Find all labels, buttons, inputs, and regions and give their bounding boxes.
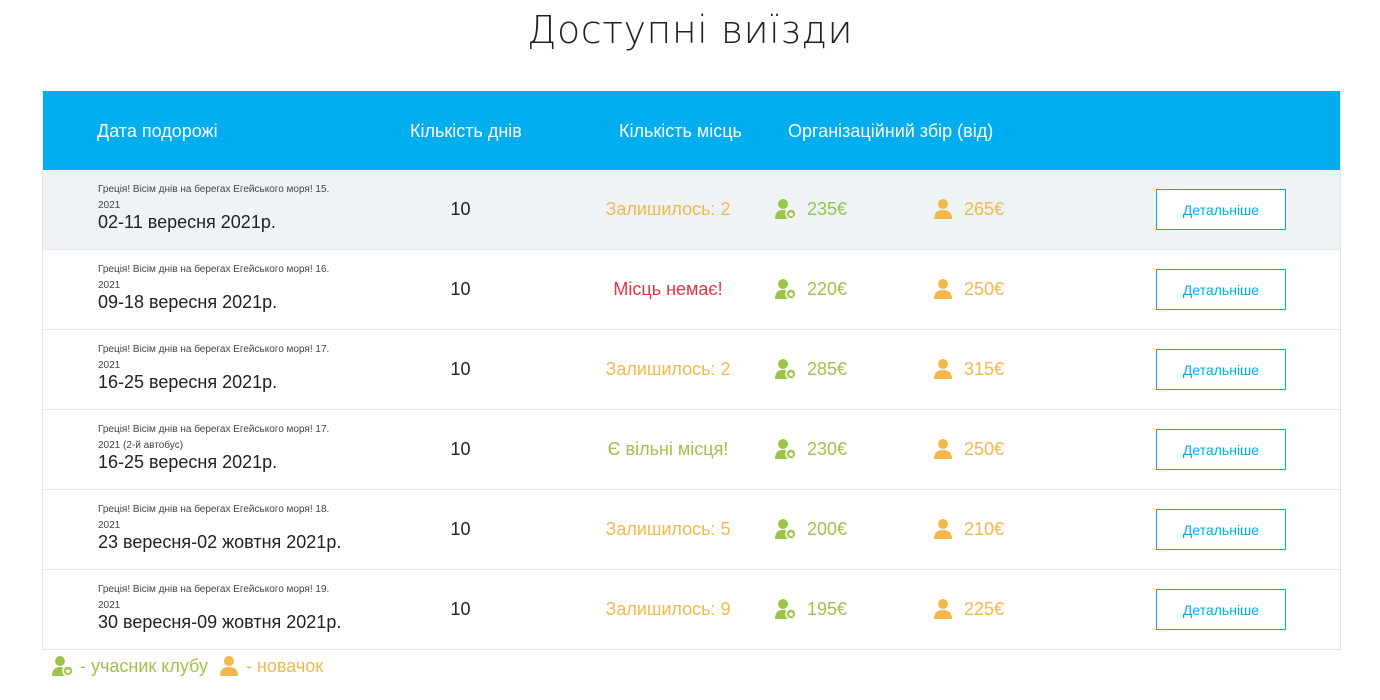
trip-date: 16-25 вересня 2021р. — [98, 372, 278, 392]
trip-date: 16-25 вересня 2021р. — [98, 452, 278, 472]
club-member-icon — [775, 278, 797, 300]
details-button[interactable]: Детальніше — [1156, 429, 1286, 470]
member-price-value: 235€ — [807, 198, 848, 219]
member-price: 195€ — [775, 598, 847, 620]
newbie-price-value: 315€ — [964, 358, 1005, 379]
table-header: Дата подорожі Кількість днів Кількість м… — [43, 91, 1340, 170]
newbie-icon — [218, 655, 240, 677]
member-price: 285€ — [775, 358, 847, 380]
newbie-price: 250€ — [932, 438, 1004, 460]
newbie-price-value: 225€ — [964, 598, 1005, 619]
newbie-icon — [932, 198, 954, 220]
club-member-icon — [52, 655, 74, 677]
newbie-price: 210€ — [932, 518, 1004, 540]
club-member-icon — [775, 598, 797, 620]
trip-days: 10 — [450, 519, 471, 539]
club-member-icon — [775, 438, 797, 460]
member-price-value: 230€ — [807, 438, 848, 459]
trip-date: 30 вересня-09 жовтня 2021р. — [98, 612, 342, 632]
table-row: Греція! Вісім днів на берегах Егейського… — [43, 409, 1340, 489]
newbie-price: 250€ — [932, 278, 1004, 300]
header-date: Дата подорожі — [97, 121, 218, 141]
legend-newbie-label: - новачок — [245, 655, 324, 676]
member-price-value: 200€ — [807, 518, 848, 539]
details-button[interactable]: Детальніше — [1156, 589, 1286, 630]
newbie-price-value: 265€ — [964, 198, 1005, 219]
trip-subtitle: Греція! Вісім днів на берегах Егейського… — [98, 184, 330, 211]
newbie-price: 265€ — [932, 198, 1004, 220]
details-button[interactable]: Детальніше — [1156, 509, 1286, 550]
table-row: Греція! Вісім днів на берегах Егейського… — [43, 249, 1340, 329]
table-row: Греція! Вісім днів на берегах Егейського… — [43, 569, 1340, 649]
trip-subtitle: Греція! Вісім днів на берегах Егейського… — [98, 584, 330, 611]
member-price-value: 285€ — [807, 358, 848, 379]
seats-status: Місць немає! — [613, 279, 723, 299]
newbie-price: 225€ — [932, 598, 1004, 620]
trip-subtitle: Греція! Вісім днів на берегах Егейського… — [98, 264, 330, 291]
seats-status: Залишилось: 5 — [605, 519, 731, 539]
seats-status: Є вільні місця! — [607, 439, 729, 459]
trip-date: 09-18 вересня 2021р. — [98, 292, 278, 312]
header-seats: Кількість місць — [619, 121, 742, 141]
trip-subtitle: Греція! Вісім днів на берегах Егейського… — [98, 424, 330, 451]
member-price-value: 195€ — [807, 598, 848, 619]
trip-days: 10 — [450, 359, 471, 379]
table-row: Греція! Вісім днів на берегах Егейського… — [43, 489, 1340, 569]
details-button[interactable]: Детальніше — [1156, 349, 1286, 390]
member-price: 230€ — [775, 438, 847, 460]
legend-member-label: - учасник клубу — [80, 655, 208, 676]
trips-table: Дата подорожі Кількість днів Кількість м… — [42, 91, 1341, 650]
club-member-icon — [775, 358, 797, 380]
details-button[interactable]: Детальніше — [1156, 269, 1286, 310]
member-price: 235€ — [775, 198, 847, 220]
table-row: Греція! Вісім днів на берегах Егейського… — [43, 329, 1340, 409]
header-days: Кількість днів — [410, 121, 522, 141]
member-price-value: 220€ — [807, 278, 848, 299]
seats-status: Залишилось: 9 — [605, 599, 731, 619]
trip-subtitle: Греція! Вісім днів на берегах Егейського… — [98, 504, 330, 531]
seats-status: Залишилось: 2 — [605, 359, 731, 379]
trip-days: 10 — [450, 279, 471, 299]
club-member-icon — [775, 518, 797, 540]
newbie-price: 315€ — [932, 358, 1004, 380]
newbie-icon — [932, 598, 954, 620]
seats-status: Залишилось: 2 — [605, 199, 731, 219]
newbie-icon — [932, 278, 954, 300]
member-price: 220€ — [775, 278, 847, 300]
page-title: Доступні виїзди — [527, 8, 853, 52]
newbie-price-value: 210€ — [964, 518, 1005, 539]
trip-subtitle: Греція! Вісім днів на берегах Егейського… — [98, 344, 330, 371]
newbie-icon — [932, 438, 954, 460]
newbie-icon — [932, 358, 954, 380]
member-price: 200€ — [775, 518, 847, 540]
trip-date: 02-11 вересня 2021р. — [98, 212, 276, 232]
legend: - учасник клубу - новачок — [52, 655, 323, 677]
header-fee: Організаційний збір (від) — [788, 121, 994, 141]
newbie-price-value: 250€ — [964, 278, 1005, 299]
newbie-icon — [932, 518, 954, 540]
newbie-price-value: 250€ — [964, 438, 1005, 459]
table-row: Греція! Вісім днів на берегах Егейського… — [43, 170, 1340, 249]
trip-date: 23 вересня-02 жовтня 2021р. — [98, 532, 342, 552]
table-body: Греція! Вісім днів на берегах Егейського… — [43, 170, 1340, 649]
details-button[interactable]: Детальніше — [1156, 189, 1286, 230]
club-member-icon — [775, 198, 797, 220]
trip-days: 10 — [450, 439, 471, 459]
trip-days: 10 — [450, 599, 471, 619]
trip-days: 10 — [450, 199, 471, 219]
